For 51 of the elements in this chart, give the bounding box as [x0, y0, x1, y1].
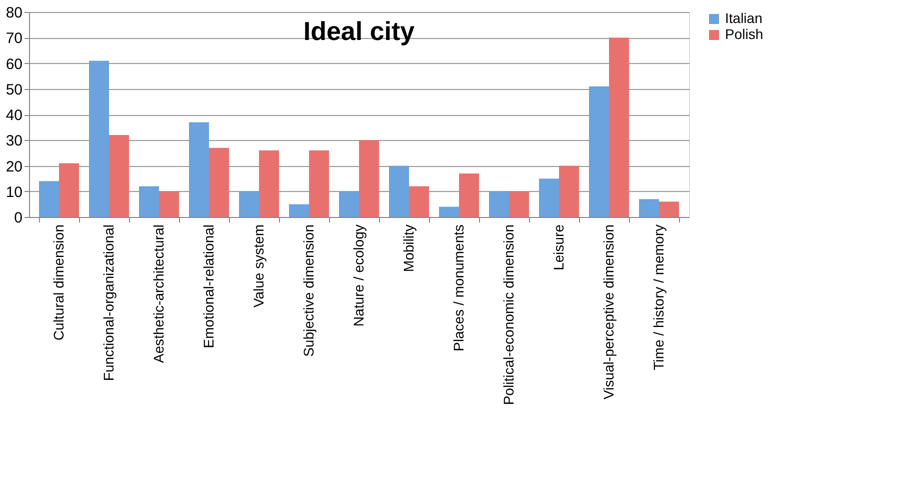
- x-tick-label: Subjective dimension: [300, 224, 316, 357]
- y-tick-label: 60: [6, 56, 22, 73]
- bar: [459, 173, 479, 217]
- y-tick-label: 10: [6, 184, 22, 201]
- legend-label: Polish: [725, 26, 764, 42]
- bar: [539, 178, 559, 217]
- bar: [639, 199, 659, 217]
- bar: [339, 191, 359, 217]
- bar: [589, 86, 609, 217]
- bar: [559, 166, 579, 217]
- bar: [39, 181, 59, 217]
- x-tick-label: Leisure: [550, 224, 566, 270]
- bar: [189, 122, 209, 217]
- bar: [259, 150, 279, 217]
- bar: [659, 202, 679, 217]
- bar: [209, 148, 229, 217]
- bar: [289, 204, 309, 217]
- x-tick-label: Emotional-relational: [200, 224, 216, 348]
- x-tick-label: Aesthetic-architectural: [150, 224, 166, 364]
- bar: [439, 206, 459, 217]
- y-tick-label: 50: [6, 81, 22, 98]
- bar: [159, 191, 179, 217]
- x-tick-label: Time / history / memory: [650, 224, 666, 370]
- x-tick-label: Value system: [250, 224, 266, 308]
- bar: [139, 186, 159, 217]
- y-tick-label: 30: [6, 132, 22, 150]
- bar: [309, 150, 329, 217]
- bar: [239, 191, 259, 217]
- bar: [59, 163, 79, 217]
- bar: [409, 186, 429, 217]
- x-tick-label: Visual-perceptive dimension: [600, 224, 616, 400]
- bar: [609, 38, 629, 217]
- y-tick-label: 20: [6, 158, 22, 176]
- bar: [109, 135, 129, 217]
- y-tick-label: 40: [6, 107, 22, 124]
- bar: [509, 191, 529, 217]
- x-tick-label: Functional-organizational: [100, 224, 116, 381]
- x-tick-label: Political-economic dimension: [500, 224, 516, 406]
- y-tick-label: 70: [6, 30, 22, 48]
- x-tick-label: Nature / ecology: [350, 224, 366, 326]
- x-tick-label: Mobility: [400, 224, 416, 272]
- legend-label: Italian: [725, 10, 762, 26]
- y-tick-label: 0: [14, 210, 22, 226]
- bar: [389, 166, 409, 217]
- bar: [359, 140, 379, 217]
- x-tick-label: Places / monuments: [450, 224, 466, 352]
- bar: [89, 60, 109, 217]
- y-tick-label: 80: [6, 4, 22, 22]
- chart-title: Ideal city: [303, 16, 416, 46]
- x-tick-label: Cultural dimension: [50, 224, 66, 340]
- bar: [489, 191, 509, 217]
